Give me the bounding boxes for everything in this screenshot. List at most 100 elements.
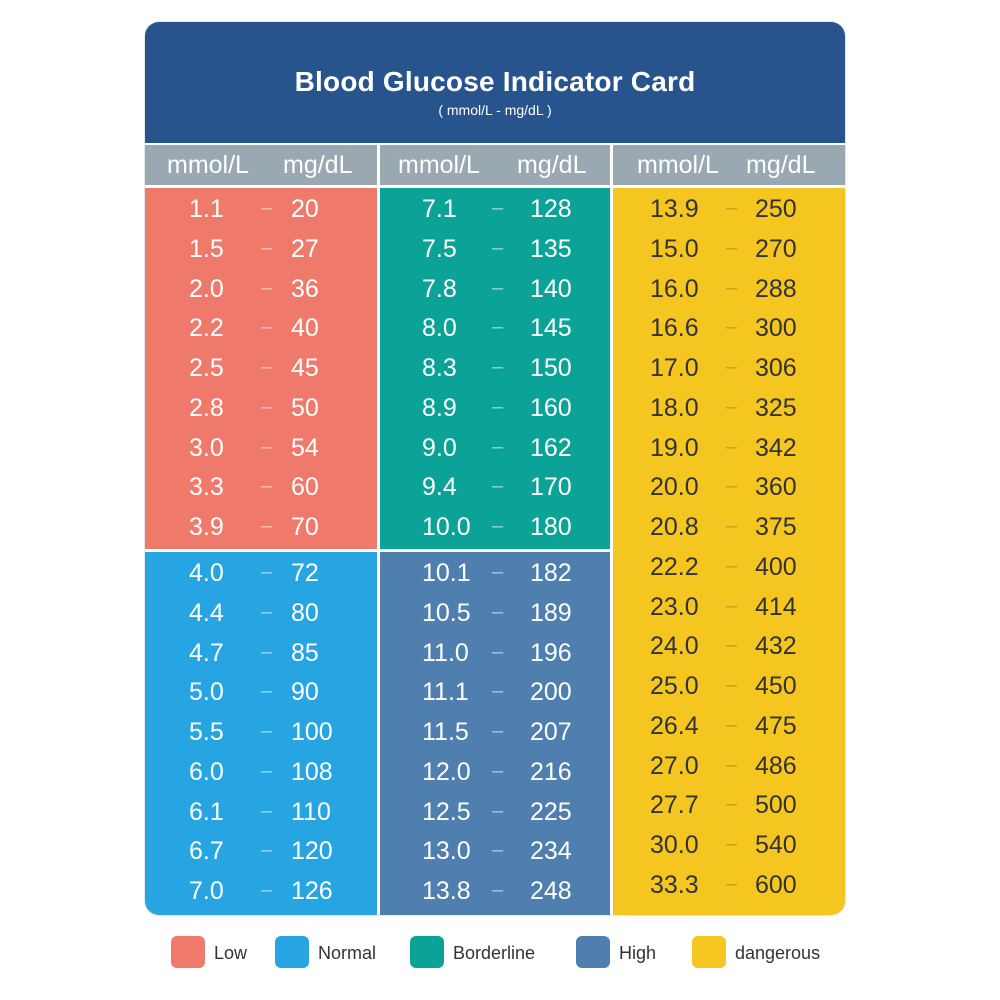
mmol-value: 25.0	[650, 672, 699, 700]
mmol-value: 6.1	[189, 797, 224, 826]
table-row: 33.3 –600	[613, 865, 845, 905]
mmol-value: 26.4	[650, 711, 699, 740]
mgdl-value: 126	[291, 877, 333, 905]
table-row: 8.9 – 160	[380, 388, 610, 428]
mgdl-value: 486	[755, 751, 797, 780]
range-dash: –	[261, 197, 273, 219]
range-dash: –	[261, 640, 273, 663]
range-dash: –	[261, 356, 273, 378]
table-row: 15.0 –270	[613, 229, 845, 269]
range-dash: –	[726, 634, 738, 657]
table-row: 3.9 –70	[145, 507, 377, 547]
mgdl-value: 160	[530, 393, 572, 422]
range-dash: –	[261, 475, 273, 498]
column-header-3: mmol/L mg/dL	[613, 145, 845, 185]
mmol-value: 27.7	[650, 791, 699, 820]
range-dash: –	[261, 276, 273, 299]
mgdl-value: 225	[530, 797, 572, 826]
table-row: 3.0 –54	[145, 428, 377, 468]
legend-label: dangerous	[735, 943, 821, 963]
mgdl-value: 45	[291, 354, 319, 382]
table-row: 27.7 –500	[613, 785, 845, 825]
mgdl-value: 85	[291, 638, 319, 667]
range-dash: –	[492, 316, 504, 339]
mgdl-value: 145	[530, 314, 572, 343]
table-row: 16.0 –288	[613, 269, 845, 309]
legend-swatch	[410, 936, 444, 968]
mmol-value: 2.5	[189, 354, 224, 382]
mgdl-value: 180	[530, 513, 572, 541]
mmol-value: 11.0	[422, 638, 469, 667]
table-row: 7.8 – 140	[380, 269, 610, 309]
range-dash: –	[492, 600, 504, 623]
column-header-2: mmol/L mg/dL	[380, 145, 610, 185]
mmol-value: 9.4	[422, 473, 457, 502]
mgdl-value: 80	[291, 598, 319, 627]
mgdl-value: 207	[530, 718, 572, 746]
range-dash: –	[726, 316, 738, 339]
mgdl-value: 540	[755, 831, 797, 859]
mgdl-value: 170	[530, 473, 572, 502]
range-dash: –	[261, 799, 273, 822]
table-row: 10.0– 180	[380, 507, 610, 547]
table-row: 11.0– 196	[380, 633, 610, 673]
range-dash: –	[726, 554, 738, 577]
mmol-value: 18.0	[650, 393, 699, 422]
mmol-value: 11.5	[422, 718, 469, 746]
table-row: 24.0 –432	[613, 626, 845, 666]
range-dash: –	[492, 799, 504, 822]
legend-item-high: High	[576, 936, 716, 968]
card-header: Blood Glucose Indicator Card ( mmol/L - …	[145, 22, 845, 143]
block-dangerous: 13.9–250 15.0–270 16.0–288 16.6–300 17.0–306…	[613, 188, 845, 915]
mmol-value: 3.3	[189, 473, 224, 502]
table-row: 13.8– 248	[380, 871, 610, 911]
range-dash: –	[492, 356, 504, 378]
table-row: 25.0 –450	[613, 666, 845, 706]
range-dash: –	[726, 594, 738, 617]
table-row: 1.1 –20	[145, 189, 377, 229]
table-row: 2.8 –50	[145, 388, 377, 428]
block-high: 10.1–182 10.5–189 11.0–196 11.1–200 11.5–207…	[380, 552, 610, 915]
legend-item-borderline: Borderline	[410, 936, 550, 968]
mmol-value: 20.8	[650, 513, 699, 541]
legend-swatch	[275, 936, 309, 968]
table-row: 7.1 – 128	[380, 189, 610, 229]
mgdl-value: 325	[755, 393, 797, 422]
range-dash: –	[492, 236, 504, 259]
mgdl-value: 270	[755, 234, 797, 263]
range-dash: –	[261, 515, 273, 537]
table-row: 2.2 –40	[145, 308, 377, 348]
range-dash: –	[492, 475, 504, 498]
mgdl-value: 414	[755, 592, 797, 621]
table-row: 1.5 –27	[145, 229, 377, 269]
legend-swatch	[576, 936, 610, 968]
range-dash: –	[726, 356, 738, 378]
range-dash: –	[726, 793, 738, 816]
mgdl-value: 196	[530, 638, 572, 667]
mmol-value: 4.7	[189, 638, 224, 667]
range-dash: –	[261, 561, 273, 583]
mgdl-value: 189	[530, 598, 572, 627]
table-row: 5.5 –100	[145, 712, 377, 752]
range-dash: –	[726, 872, 738, 895]
mmol-value: 5.5	[189, 718, 224, 746]
mmol-value: 13.9	[650, 195, 699, 223]
mgdl-value: 128	[530, 195, 572, 223]
range-dash: –	[726, 435, 738, 458]
mgdl-value: 36	[291, 274, 319, 303]
range-dash: –	[261, 680, 273, 703]
table-row: 10.1– 182	[380, 553, 610, 593]
column-header-mmol: mmol/L	[167, 151, 249, 179]
range-dash: –	[492, 197, 504, 219]
card-title: Blood Glucose Indicator Card	[294, 66, 696, 97]
table-row: 3.3 –60	[145, 467, 377, 507]
legend-label: High	[619, 943, 657, 963]
mgdl-value: 450	[755, 672, 797, 700]
mmol-value: 3.0	[189, 433, 224, 462]
table-row: 2.0 –36	[145, 269, 377, 309]
mgdl-value: 475	[755, 711, 797, 740]
range-dash: –	[726, 713, 738, 736]
range-dash: –	[492, 561, 504, 583]
table-row: 26.4 –475	[613, 706, 845, 746]
range-dash: –	[492, 515, 504, 537]
